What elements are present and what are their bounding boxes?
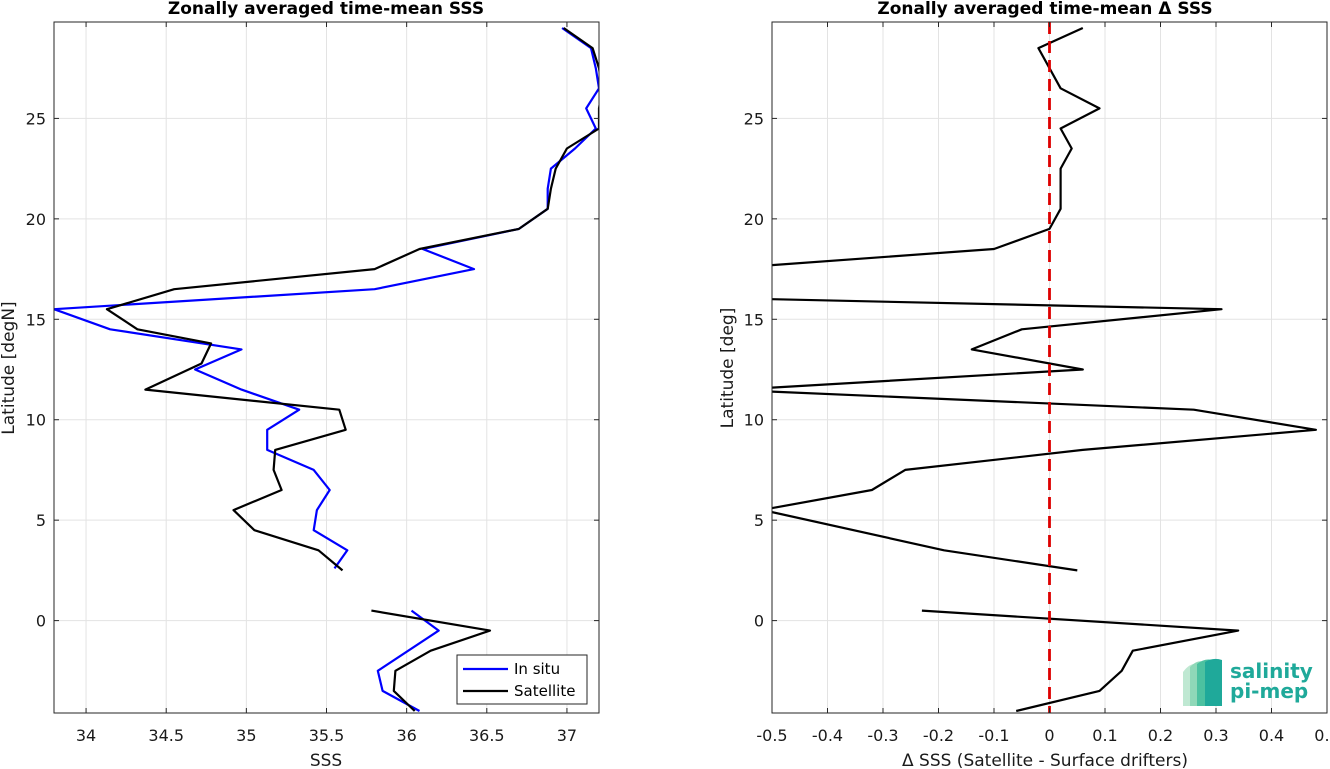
left-series-satellite-line — [105, 27, 599, 572]
right-x-tick-label: -0.3 — [867, 726, 898, 745]
left-gridlines — [54, 22, 599, 713]
logo-text-salinity: salinity — [1230, 659, 1313, 683]
right-y-tick-label: 0 — [754, 612, 764, 631]
right-x-tick-label: -0.2 — [923, 726, 954, 745]
right-x-tick-label: -0.5 — [756, 726, 787, 745]
right-x-tick-label: -0.1 — [978, 726, 1009, 745]
left-x-axis-label: SSS — [310, 751, 342, 769]
right-x-tick-label: 0.4 — [1259, 726, 1284, 745]
left-panel-sss: 34 34.5 35 35.5 36 36.5 37 0 5 10 15 20 25 Zonally a… — [0, 0, 600, 769]
left-series-satellite-line — [371, 609, 492, 712]
left-plot-lines — [54, 27, 599, 712]
right-y-tick-label: 5 — [754, 511, 764, 530]
left-y-axis-label: Latitude [degN] — [0, 301, 19, 434]
left-x-tick-label: 34 — [76, 726, 96, 745]
right-series-delta-sss-line — [772, 298, 1223, 389]
right-panel-delta-sss: -0.5 -0.4 -0.3 -0.2 -0.1 0 0.1 0.2 0.3 0.4 0.5 0 5 10… — [718, 0, 1330, 769]
right-x-tick-label: 0.1 — [1092, 726, 1117, 745]
right-x-tick-label: 0.3 — [1203, 726, 1228, 745]
left-y-tick-label: 0 — [36, 612, 46, 631]
left-y-tick-label: 25 — [26, 109, 46, 128]
right-y-tick-label: 20 — [744, 210, 764, 229]
left-y-tick-label: 5 — [36, 511, 46, 530]
salinity-pi-mep-logo: salinity pi-mep — [1183, 658, 1313, 706]
left-x-tick-label: 36.5 — [469, 726, 505, 745]
legend-label-in-situ: In situ — [514, 660, 560, 678]
right-y-tick-label: 15 — [744, 310, 764, 329]
logo-text-pi-mep: pi-mep — [1230, 679, 1308, 703]
legend-box — [456, 654, 588, 705]
left-y-tick-label: 20 — [26, 210, 46, 229]
right-x-axis-label: Δ SSS (Satellite - Surface drifters) — [902, 751, 1188, 769]
right-y-tick-label: 25 — [744, 109, 764, 128]
right-ticks: -0.5 -0.4 -0.3 -0.2 -0.1 0 0.1 0.2 0.3 0.4 0.5 0 5 10… — [744, 22, 1330, 745]
left-chart-title: Zonally averaged time-mean SSS — [168, 0, 484, 19]
right-plot-lines — [772, 22, 1318, 713]
right-x-tick-label: -0.4 — [812, 726, 843, 745]
right-chart-title: Zonally averaged time-mean Δ SSS — [877, 0, 1212, 19]
left-x-tick-label: 37 — [557, 726, 577, 745]
right-series-delta-sss-line — [772, 511, 1078, 572]
right-x-tick-label: 0.2 — [1148, 726, 1173, 745]
right-series-delta-sss-line — [772, 390, 1318, 510]
right-x-tick-label: 0 — [1044, 726, 1054, 745]
right-series-delta-sss-line — [921, 609, 1240, 713]
right-x-tick-label: 0.5 — [1314, 726, 1330, 745]
right-y-axis-label: Latitude [deg] — [718, 308, 738, 429]
logo-mark-icon — [1183, 658, 1222, 706]
left-y-tick-label: 10 — [26, 411, 46, 430]
left-y-tick-label: 15 — [26, 310, 46, 329]
left-x-tick-label: 35.5 — [309, 726, 345, 745]
left-series-in-situ-line — [54, 27, 599, 570]
right-y-tick-label: 10 — [744, 411, 764, 430]
left-series-in-situ-line — [376, 609, 440, 712]
legend-label-satellite: Satellite — [514, 682, 575, 700]
left-x-tick-label: 34.5 — [148, 726, 184, 745]
left-x-tick-label: 35 — [236, 726, 256, 745]
legend: In situ Satellite — [456, 654, 588, 705]
left-x-tick-label: 36 — [396, 726, 416, 745]
left-ticks: 34 34.5 35 35.5 36 36.5 37 0 5 10 15 20 25 — [26, 22, 599, 745]
